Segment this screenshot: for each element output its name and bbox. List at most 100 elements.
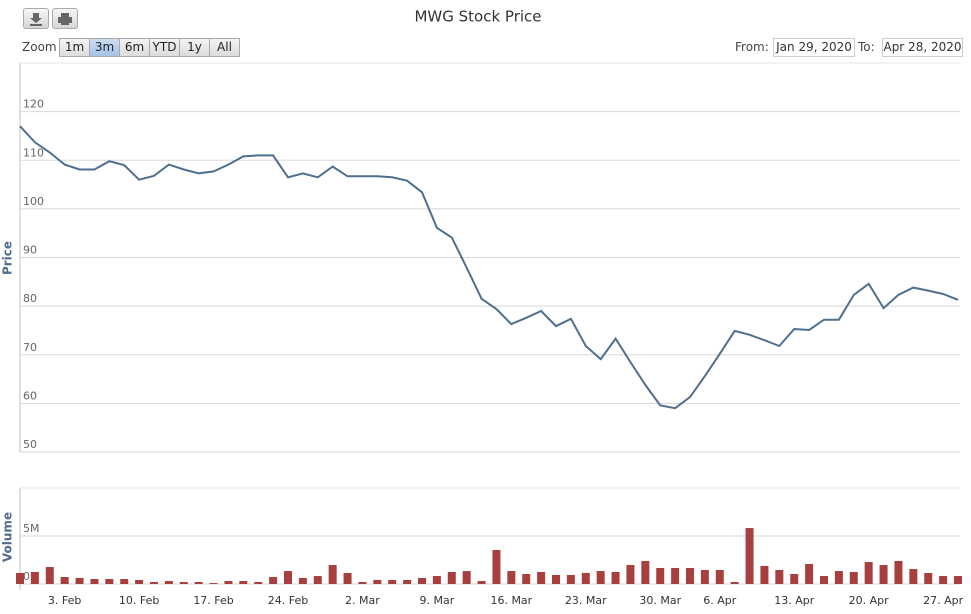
volume-bar (909, 569, 918, 584)
from-input[interactable]: Jan 29, 2020 (773, 38, 855, 57)
export-button[interactable] (23, 8, 49, 29)
volume-bar (358, 581, 367, 584)
print-icon (58, 13, 72, 25)
volume-bar (954, 576, 962, 584)
export-icon (30, 13, 42, 26)
y-tick-label: 120 (23, 98, 44, 111)
x-tick-label: 27. Apr (923, 594, 963, 607)
volume-bar (373, 579, 382, 584)
volume-bar (805, 564, 814, 584)
volume-bar (343, 572, 352, 584)
x-tick-label: 23. Mar (565, 594, 607, 607)
y-axis-title: Volume (1, 512, 15, 562)
volume-bar (849, 572, 858, 584)
volume-bar (90, 579, 99, 584)
x-tick-label: 13. Apr (774, 594, 814, 607)
volume-bar (328, 564, 337, 584)
volume-bar (656, 567, 665, 584)
volume-bar (60, 576, 69, 584)
volume-bar (447, 572, 456, 584)
volume-bar (730, 581, 739, 584)
volume-bar (834, 571, 843, 584)
volume-bar (313, 576, 322, 584)
chart-title: MWG Stock Price (414, 8, 541, 26)
volume-bar (388, 579, 397, 584)
volume-bar (790, 574, 799, 584)
volume-bar (864, 562, 873, 584)
to-label: To: (858, 40, 875, 54)
x-tick-label: 17. Feb (193, 594, 233, 607)
volume-bar (537, 572, 546, 584)
zoom-button[interactable]: 1m (59, 38, 90, 57)
volume-bar (284, 571, 292, 584)
volume-bar (75, 577, 84, 584)
volume-bar (164, 581, 173, 584)
volume-bar (581, 572, 590, 584)
volume-bar (715, 569, 724, 584)
y-tick-label: 50 (23, 438, 37, 451)
volume-bar (596, 571, 605, 584)
zoom-button[interactable]: 6m (119, 38, 150, 57)
zoom-button[interactable]: 1y (179, 38, 210, 57)
volume-bar (105, 579, 114, 584)
y-tick-label: 90 (23, 244, 37, 257)
x-tick-label: 6. Apr (703, 594, 736, 607)
volume-bar (879, 564, 888, 584)
x-tick-label: 9. Mar (420, 594, 455, 607)
volume-bar (820, 576, 828, 584)
volume-bar (432, 576, 441, 584)
volume-bar (120, 579, 129, 584)
volume-bar (611, 572, 620, 584)
y-tick-label: 70 (23, 341, 37, 354)
price-line (19, 125, 959, 410)
volume-bar (194, 581, 203, 584)
to-input[interactable]: Apr 28, 2020 (882, 38, 963, 57)
y-tick-label: 80 (23, 292, 37, 305)
x-tick-label: 24. Feb (268, 594, 308, 607)
zoom-button[interactable]: 3m (89, 38, 120, 57)
volume-bar (45, 567, 54, 584)
x-tick-label: 16. Mar (490, 594, 532, 607)
volume-bar (477, 581, 486, 584)
x-tick-label: 10. Feb (119, 594, 159, 607)
volume-bar (298, 577, 307, 584)
volume-bar (552, 574, 560, 584)
volume-bar (671, 567, 680, 584)
y-tick-label: 100 (23, 195, 44, 208)
zoom-button[interactable]: YTD (149, 38, 180, 57)
volume-bar (224, 581, 233, 584)
zoom-button[interactable]: All (209, 38, 240, 57)
volume-bar (700, 569, 709, 584)
volume-bar (209, 583, 218, 584)
volume-bar (745, 528, 754, 584)
volume-bar (492, 550, 501, 584)
volume-bar (641, 560, 650, 584)
x-tick-label: 20. Apr (849, 594, 889, 607)
volume-bar (269, 576, 278, 584)
x-tick-label: 30. Mar (639, 594, 681, 607)
print-button[interactable] (52, 8, 78, 29)
x-tick-label: 3. Feb (48, 594, 81, 607)
volume-bar (179, 581, 188, 584)
y-tick-label: 60 (23, 389, 37, 402)
volume-bar (30, 572, 39, 584)
volume-bar (403, 579, 412, 584)
volume-bar (894, 560, 903, 584)
y-tick-label: 5M (23, 522, 40, 535)
volume-bar (939, 576, 948, 584)
volume-bar (254, 581, 263, 584)
volume-bar (626, 564, 635, 584)
volume-bar (418, 577, 426, 584)
volume-bar (239, 581, 248, 584)
volume-bar (135, 579, 144, 584)
volume-bar (462, 571, 471, 584)
volume-bar (686, 567, 694, 584)
volume-bar (760, 565, 769, 584)
volume-bar (507, 571, 516, 584)
y-tick-label: 110 (23, 146, 44, 159)
x-tick-label: 2. Mar (345, 594, 380, 607)
volume-bar (775, 569, 784, 584)
volume-bar (522, 574, 531, 584)
